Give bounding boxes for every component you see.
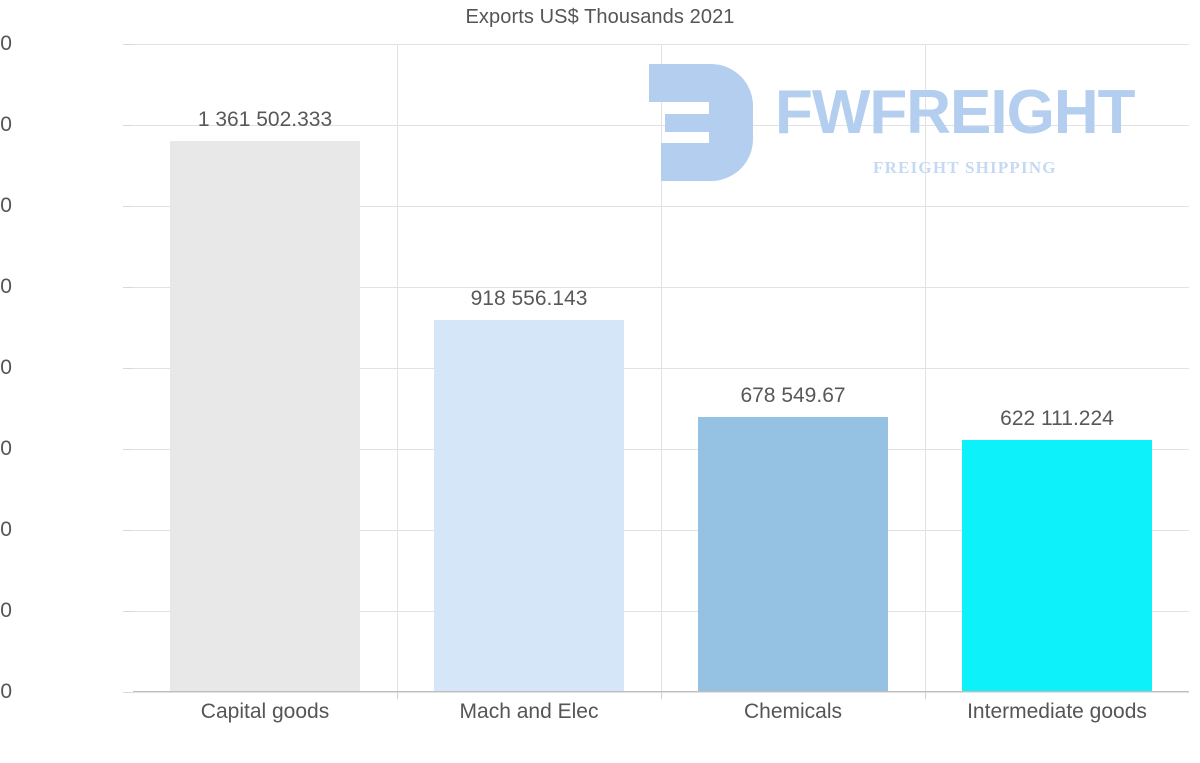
bar[interactable] — [698, 417, 888, 692]
y-axis-tick-label: 600 000 — [0, 437, 12, 460]
x-tick — [397, 692, 398, 699]
x-axis-line — [133, 691, 1189, 692]
x-tick — [661, 692, 662, 699]
bar-value-label: 622 111.224 — [1000, 407, 1114, 431]
y-tick — [123, 287, 133, 288]
y-tick — [123, 44, 133, 45]
bar-value-label: 918 556.143 — [470, 286, 588, 310]
y-tick — [123, 611, 133, 612]
y-axis-tick-label: 200 000 — [0, 599, 12, 622]
bar[interactable] — [434, 320, 624, 692]
y-tick — [123, 368, 133, 369]
bar[interactable] — [170, 140, 360, 692]
x-axis-category-label: Mach and Elec — [459, 700, 599, 723]
bar-value-label: 678 549.67 — [740, 384, 846, 408]
y-tick — [123, 125, 133, 126]
x-tick — [925, 692, 926, 699]
y-tick — [123, 206, 133, 207]
y-axis-tick-label: 1 600 000 — [0, 32, 12, 55]
x-axis-category-label: Capital goods — [200, 700, 330, 723]
x-axis-category-label: Chemicals — [743, 700, 843, 723]
category-divider — [925, 44, 926, 692]
plot-area — [133, 44, 1189, 699]
y-axis-tick-label: 800 000 — [0, 356, 12, 379]
y-tick — [123, 530, 133, 531]
category-divider — [661, 44, 662, 692]
bar[interactable] — [962, 440, 1152, 692]
y-tick — [123, 449, 133, 450]
y-axis-tick-label: 1 000 000 — [0, 275, 12, 298]
category-divider — [397, 44, 398, 692]
y-axis-tick-label: 1 400 000 — [0, 113, 12, 136]
y-axis-tick-label: 1 200 000 — [0, 194, 12, 217]
y-axis-tick-label: 400 000 — [0, 518, 12, 541]
bar-value-label: 1 361 502.333 — [197, 107, 333, 131]
y-tick — [123, 692, 133, 693]
chart-title: Exports US$ Thousands 2021 — [465, 6, 735, 28]
x-axis-category-label: Intermediate goods — [967, 700, 1147, 723]
y-axis-tick-label: 0 — [0, 680, 12, 703]
